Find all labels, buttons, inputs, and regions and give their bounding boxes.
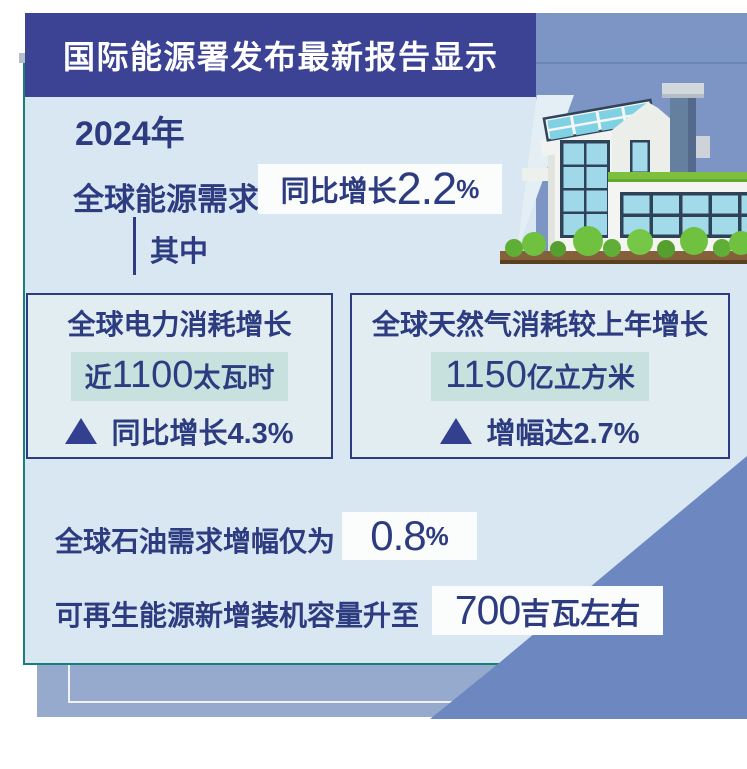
sky-horizon-line	[536, 62, 747, 64]
stat-box-electricity: 全球电力消耗增长 近 1100 太瓦时 同比增长4.3%	[26, 293, 333, 459]
growth-value: 2.2	[396, 163, 458, 214]
oil-value-box: 0.8 %	[342, 512, 477, 560]
stat-title: 全球电力消耗增长	[67, 309, 292, 340]
corner-notch	[19, 53, 25, 63]
stat-delta-row: 同比增长4.3%	[65, 410, 294, 452]
oil-row-label: 全球石油需求增幅仅为	[55, 526, 336, 557]
renewables-row-label: 可再生能源新增装机容量升至	[55, 600, 420, 631]
stat-delta: 同比增长4.3%	[111, 418, 294, 450]
among-connector-line	[133, 217, 136, 275]
among-label: 其中	[150, 236, 209, 268]
highlight-value: 1150	[445, 354, 527, 396]
stat-delta-row: 增幅达2.7%	[440, 410, 640, 452]
highlight-suffix: 亿立方米	[526, 363, 635, 393]
renewables-unit: 吉瓦左右	[520, 597, 641, 631]
stat-box-gas: 全球天然气消耗较上年增长 1150 亿立方米 增幅达2.7%	[350, 293, 730, 459]
building-illustration	[500, 83, 747, 264]
oil-value: 0.8	[370, 512, 426, 559]
tower-pillar	[548, 130, 558, 251]
renewables-value-box: 700 吉瓦左右	[432, 586, 663, 635]
title-banner: 国际能源署发布最新报告显示	[25, 13, 536, 97]
green-roof-shadow	[608, 179, 747, 182]
stat-delta: 增幅达2.7%	[486, 418, 640, 450]
up-triangle-icon	[440, 418, 473, 444]
intro-subject: 全球能源需求	[73, 182, 259, 217]
stat-highlight: 1150 亿立方米	[431, 352, 649, 401]
intro-year: 2024年	[75, 115, 185, 153]
growth-unit: %	[456, 173, 480, 204]
bushes	[505, 226, 747, 258]
tower-windows	[560, 140, 610, 238]
oil-unit: %	[425, 520, 449, 551]
highlight-suffix: 太瓦时	[193, 363, 275, 393]
page-title: 国际能源署发布最新报告显示	[63, 39, 499, 75]
highlight-value: 1100	[111, 354, 194, 396]
door	[630, 140, 650, 174]
renewables-value: 700	[454, 587, 521, 633]
chimney	[662, 83, 710, 175]
mid-wall	[612, 102, 672, 175]
growth-prefix: 同比增长	[280, 176, 397, 208]
stat-title: 全球天然气消耗较上年增长	[371, 309, 708, 340]
stat-highlight: 近 1100 太瓦时	[70, 352, 289, 401]
growth-value-box: 同比增长 2.2 %	[258, 163, 502, 214]
green-roof	[608, 172, 747, 182]
highlight-prefix: 近	[84, 363, 112, 393]
up-triangle-icon	[65, 418, 98, 444]
